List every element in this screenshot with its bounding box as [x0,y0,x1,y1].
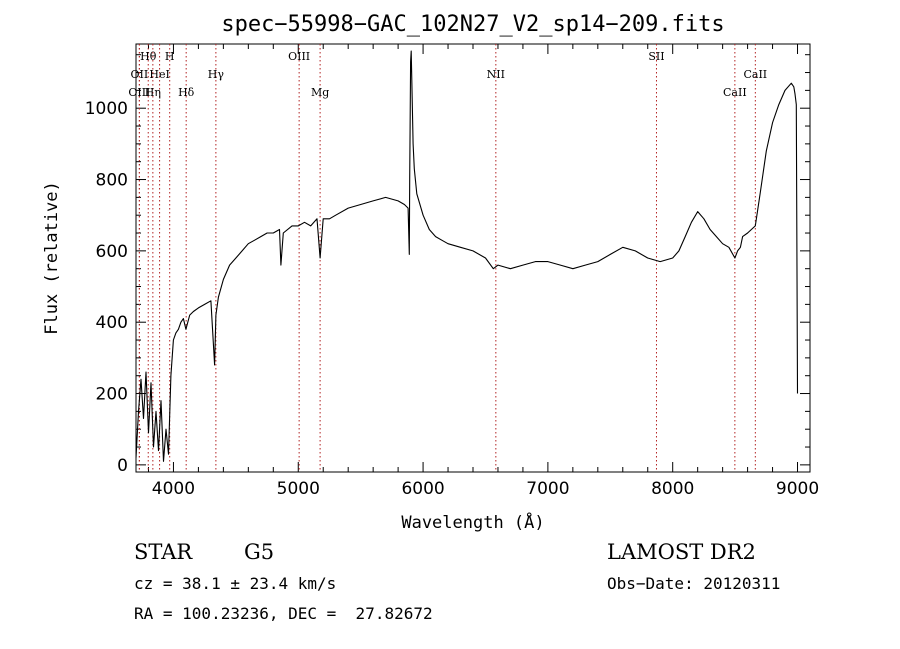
line-marker-label: HeI [149,68,169,81]
chart-title: spec−55998−GAC_102N27_V2_sp14−209.fits [221,12,724,37]
object-subclass: G5 [244,540,275,564]
line-marker-label: NII [487,68,505,81]
line-marker-label: CaII [723,86,747,99]
x-tick-label: 4000 [152,479,195,499]
line-marker-label: Hγ [208,68,225,81]
line-marker-label: Hδ [178,86,195,99]
survey-name: LAMOST DR2 [607,540,756,564]
x-axis-label: Wavelength (Å) [401,511,544,533]
line-marker-label: OII [131,68,149,81]
line-marker-label: Hη [145,86,161,99]
line-marker-label: OIII [288,50,310,63]
x-tick-label: 8000 [651,479,694,499]
ra-dec: RA = 100.23236, DEC = 27.82672 [134,604,433,623]
y-tick-label: 200 [96,385,128,405]
y-axis-label: Flux (relative) [42,181,62,335]
line-marker-label: CaII [743,68,767,81]
spectrum-line [135,50,799,462]
y-tick-label: 1000 [85,99,128,119]
line-marker-label: H [165,50,175,63]
line-marker-label: Hθ [140,50,157,63]
plot-frame [135,43,811,473]
y-tick-label: 800 [96,171,128,191]
x-tick-label: 9000 [776,479,819,499]
line-marker-label: SII [648,50,664,63]
x-tick-label: 6000 [401,479,444,499]
redshift-cz: cz = 38.1 ± 23.4 km/s [134,574,337,593]
line-marker-label: OIII [128,86,150,99]
object-class: STAR [134,540,193,564]
x-tick-label: 5000 [277,479,320,499]
obs-date: Obs−Date: 20120311 [607,574,781,593]
x-tick-label: 7000 [526,479,569,499]
y-tick-label: 400 [96,313,128,333]
y-tick-label: 600 [96,242,128,262]
line-marker-label: Mg [311,86,329,99]
y-tick-label: 0 [117,456,128,476]
